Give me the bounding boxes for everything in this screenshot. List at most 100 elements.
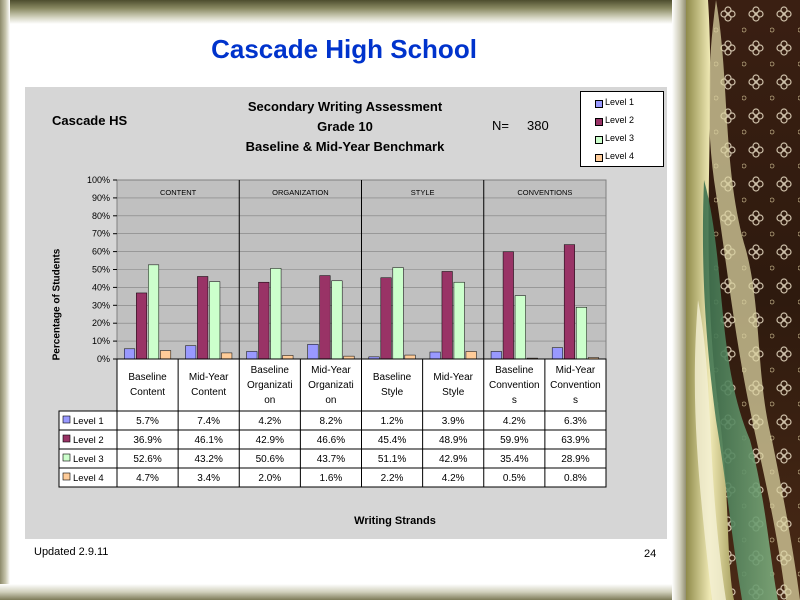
bar	[465, 351, 477, 360]
category-label: Organizati	[247, 380, 293, 391]
data-label: 0.5%	[503, 473, 526, 484]
data-label: 4.2%	[442, 473, 465, 484]
bar	[453, 281, 465, 360]
data-label: 6.3%	[564, 416, 587, 427]
bar	[429, 351, 441, 360]
category-label: Baseline	[128, 372, 167, 383]
data-label: 2.2%	[381, 473, 404, 484]
sample-size-value: 380	[527, 118, 549, 133]
y-tick-label: 100%	[87, 175, 110, 185]
bar	[490, 351, 502, 360]
chart-legend: Level 1 Level 2 Level 3 Level 4	[580, 91, 664, 167]
category-label: s	[512, 395, 517, 406]
legend-label-level-3: Level 3	[605, 133, 635, 143]
data-label: 3.4%	[197, 473, 220, 484]
bar	[319, 275, 331, 360]
category-label: Convention	[489, 380, 540, 391]
sample-size-label: N=	[492, 118, 509, 133]
bar	[282, 355, 294, 360]
legend-swatch-level-3	[595, 136, 603, 144]
bar-chart-with-data-table: 0% 10% 20% 30% 40% 50% 60% 70% 80% 90% 100% CONTENT…	[58, 175, 607, 488]
legend-label-level-1: Level 1	[605, 97, 635, 107]
category-label: Content	[191, 387, 226, 398]
data-label: 0.8%	[564, 473, 587, 484]
category-label: Baseline	[251, 365, 290, 376]
chart-title-line-3: Baseline & Mid-Year Benchmark	[245, 139, 445, 154]
data-label: 8.2%	[320, 416, 343, 427]
category-label: on	[325, 395, 336, 406]
data-label: 1.6%	[320, 473, 343, 484]
x-axis-title: Writing Strands	[354, 515, 436, 527]
legend-swatch-level-2	[595, 118, 603, 126]
data-label: 4.7%	[136, 473, 159, 484]
strand-label: CONVENTIONS	[517, 188, 572, 197]
bar	[307, 344, 319, 360]
legend-label-level-2: Level 2	[605, 115, 635, 125]
bar	[514, 295, 526, 360]
bar	[441, 271, 453, 360]
table-series-label: Level 4	[73, 473, 104, 484]
data-label: 46.6%	[317, 435, 345, 446]
slide-frame-bottom	[0, 584, 688, 600]
table-legend-swatch	[62, 415, 71, 424]
data-label: 3.9%	[442, 416, 465, 427]
y-tick-label: 60%	[92, 247, 110, 257]
bar	[197, 276, 209, 360]
data-label: 35.4%	[500, 454, 528, 465]
legend-swatch-level-1	[595, 100, 603, 108]
y-tick-label: 40%	[92, 282, 110, 292]
data-label: 63.9%	[561, 435, 589, 446]
data-label: 59.9%	[500, 435, 528, 446]
bar	[404, 354, 416, 360]
data-label: 52.6%	[133, 454, 161, 465]
decorative-floral-border	[686, 0, 800, 600]
table-series-label: Level 1	[73, 416, 104, 427]
bar	[209, 281, 221, 360]
y-tick-label: 20%	[92, 318, 110, 328]
chart-title-line-2: Grade 10	[317, 119, 373, 134]
bar	[392, 267, 404, 360]
data-label: 1.2%	[381, 416, 404, 427]
strand-label: STYLE	[411, 188, 435, 197]
data-label: 4.2%	[258, 416, 281, 427]
strand-label: CONTENT	[160, 188, 197, 197]
data-label: 45.4%	[378, 435, 406, 446]
chart-panel: Cascade HS Secondary Writing Assessment …	[25, 87, 667, 539]
y-tick-label: 80%	[92, 211, 110, 221]
bar	[258, 281, 270, 360]
bar	[270, 268, 282, 360]
y-tick-label: 90%	[92, 193, 110, 203]
data-label: 51.1%	[378, 454, 406, 465]
data-label: 50.6%	[256, 454, 284, 465]
data-label: 43.7%	[317, 454, 345, 465]
table-series-label: Level 2	[73, 435, 104, 446]
category-label: Convention	[550, 380, 601, 391]
slide-frame-top	[0, 0, 688, 24]
data-label: 28.9%	[561, 454, 589, 465]
bar	[331, 280, 343, 360]
data-label: 42.9%	[439, 454, 467, 465]
chart-title-line-1: Secondary Writing Assessment	[247, 99, 443, 114]
y-tick-label: 30%	[92, 300, 110, 310]
data-label: 42.9%	[256, 435, 284, 446]
bar	[551, 347, 563, 360]
category-label: Mid-Year	[556, 365, 596, 376]
table-legend-swatch	[62, 453, 71, 462]
category-label: Mid-Year	[311, 365, 351, 376]
data-label: 7.4%	[197, 416, 220, 427]
y-tick-label: 0%	[97, 354, 110, 364]
category-label: Baseline	[495, 365, 534, 376]
y-tick-label: 50%	[92, 265, 110, 275]
bar	[124, 348, 136, 360]
bar	[185, 345, 197, 360]
bar	[136, 292, 148, 360]
bar	[246, 351, 258, 360]
category-label: on	[264, 395, 275, 406]
category-label: Content	[130, 387, 165, 398]
school-name: Cascade HS	[52, 113, 128, 128]
y-tick-label: 10%	[92, 336, 110, 346]
slide-frame-right	[672, 0, 688, 600]
category-label: Baseline	[373, 372, 412, 383]
slide-title: Cascade High School	[211, 34, 477, 64]
